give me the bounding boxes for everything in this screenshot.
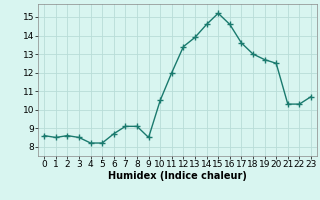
X-axis label: Humidex (Indice chaleur): Humidex (Indice chaleur): [108, 171, 247, 181]
